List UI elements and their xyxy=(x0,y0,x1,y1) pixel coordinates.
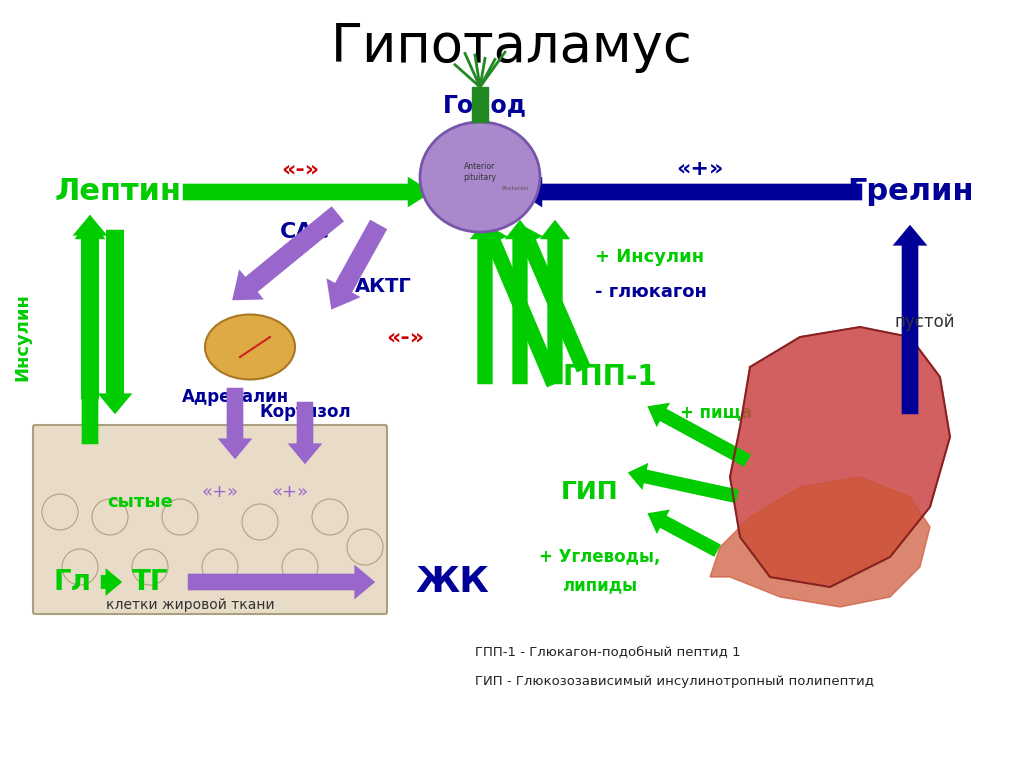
Text: клетки жировой ткани: клетки жировой ткани xyxy=(105,598,274,612)
Text: Инсулин: Инсулин xyxy=(13,293,31,381)
Text: пустой: пустой xyxy=(895,313,955,331)
Bar xyxy=(472,87,488,122)
Text: Posterior: Posterior xyxy=(501,186,528,192)
Text: ТГ: ТГ xyxy=(132,568,168,596)
Text: Кортизол: Кортизол xyxy=(259,403,351,421)
Text: Голод: Голод xyxy=(443,93,527,117)
Text: «+»: «+» xyxy=(271,483,308,501)
Text: NP Y: NP Y xyxy=(450,178,523,206)
Polygon shape xyxy=(710,477,930,607)
Text: Anterior
pituitary: Anterior pituitary xyxy=(464,163,497,182)
FancyBboxPatch shape xyxy=(33,425,387,614)
Text: сытые: сытые xyxy=(108,493,173,511)
Text: АКТГ: АКТГ xyxy=(355,278,412,297)
Ellipse shape xyxy=(420,122,540,232)
Text: «-»: «-» xyxy=(386,327,424,347)
Text: + Инсулин: + Инсулин xyxy=(595,248,705,266)
Text: липиды: липиды xyxy=(562,576,638,594)
Text: ГПП-1: ГПП-1 xyxy=(562,363,657,391)
Polygon shape xyxy=(730,327,950,587)
Text: - глюкагон: - глюкагон xyxy=(595,283,707,301)
Text: Лептин: Лептин xyxy=(55,177,182,206)
Text: Гл: Гл xyxy=(53,568,91,596)
Text: САС: САС xyxy=(280,222,330,242)
Text: «+»: «+» xyxy=(676,159,724,179)
Text: + Углеводы,: + Углеводы, xyxy=(540,548,660,566)
Text: ГИП - Глюкозозависимый инсулинотропный полипептид: ГИП - Глюкозозависимый инсулинотропный п… xyxy=(475,676,874,689)
Text: ГПП-1 - Глюкагон-подобный пептид 1: ГПП-1 - Глюкагон-подобный пептид 1 xyxy=(475,646,740,659)
Text: ГИП: ГИП xyxy=(561,480,618,504)
Ellipse shape xyxy=(205,314,295,380)
Text: ЖК: ЖК xyxy=(415,565,488,599)
Text: Гипоталамус: Гипоталамус xyxy=(331,21,693,73)
Text: Адреналин: Адреналин xyxy=(181,388,289,406)
Text: «+»: «+» xyxy=(202,483,239,501)
Text: «-»: «-» xyxy=(281,159,319,179)
Text: Грелин: Грелин xyxy=(847,177,973,206)
Text: + пища: + пища xyxy=(680,403,752,421)
